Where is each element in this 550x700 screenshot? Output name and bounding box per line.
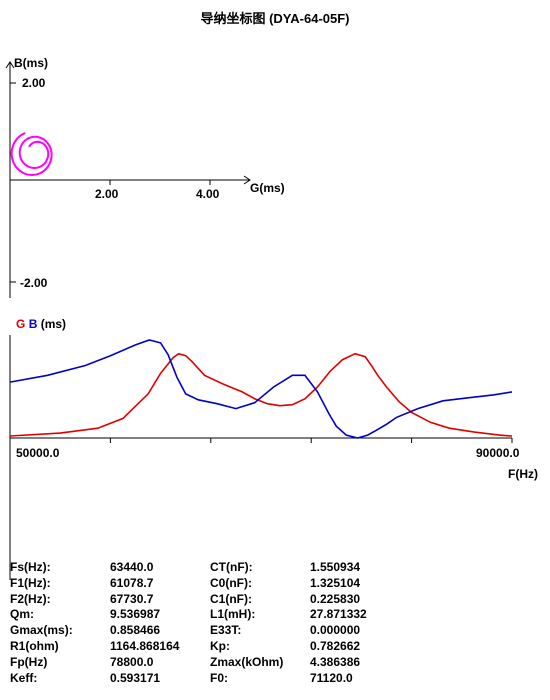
param-value: 71120.0 — [310, 670, 353, 685]
param-label: Gmax(ms): — [10, 623, 73, 638]
freq-x-axis-label: F(Hz) — [508, 467, 538, 481]
x-tick-label-2: 2.00 — [95, 187, 119, 201]
param-label: F2(Hz): — [10, 591, 51, 606]
param-label: Kp: — [210, 638, 230, 653]
admittance-y-arrow — [5, 61, 15, 69]
param-row: F2(Hz): 67730.7 C1(nF): 0.225830 — [10, 592, 420, 608]
param-value: 4.386386 — [310, 654, 361, 669]
frequency-plot — [9, 335, 513, 580]
param-value: 0.858466 — [110, 623, 161, 638]
param-value: 78800.0 — [110, 654, 154, 669]
param-row: Gmax(ms): 0.858466 E33T: 0.000000 — [10, 623, 420, 639]
param-label: R1(ohm) — [10, 638, 59, 653]
param-label: CT(nF): — [210, 560, 253, 574]
param-row: Qm: 9.536987 L1(mH): 27.871332 — [10, 607, 420, 623]
param-row: Fs(Hz): 63440.0 CT(nF): 1.550934 — [10, 560, 420, 576]
param-label: Qm: — [10, 607, 34, 622]
param-label: Fp(Hz) — [10, 654, 48, 669]
admittance-circle-curve — [10, 132, 53, 177]
param-label: F0: — [210, 670, 228, 685]
legend-unit: (ms) — [40, 317, 67, 331]
freq-x-min-label: 50000.0 — [16, 446, 60, 460]
param-row: Fp(Hz) 78800.0 Zmax(kOhm) 4.386386 — [10, 655, 420, 671]
param-value: 1164.868164 — [110, 638, 180, 653]
param-label: C0(nF): — [210, 575, 252, 590]
legend-g: G — [16, 317, 26, 331]
legend-b: B — [28, 317, 38, 331]
param-value: 63440.0 — [110, 560, 154, 574]
freq-tick-marks — [9, 438, 513, 443]
param-value: 27.871332 — [310, 607, 367, 622]
param-label: Keff: — [10, 670, 38, 685]
y-tick-label-pos: 2.00 — [22, 76, 46, 90]
g-series-line — [9, 352, 513, 437]
x-tick-label-4: 4.00 — [196, 187, 220, 201]
parameter-table: Fs(Hz): 63440.0 CT(nF): 1.550934 F1(Hz):… — [10, 560, 420, 686]
param-label: Fs(Hz): — [10, 560, 51, 574]
admittance-y-label: B(ms) — [14, 56, 49, 70]
page-title: 导纳坐标图 (DYA-64-05F) — [200, 11, 350, 26]
freq-x-max-label: 90000.0 — [476, 446, 520, 460]
admittance-x-label: G(ms) — [250, 181, 285, 195]
param-value: 1.325104 — [310, 575, 361, 590]
param-value: 0.000000 — [310, 623, 361, 638]
param-label: F1(Hz): — [10, 575, 51, 590]
param-label: Zmax(kOhm) — [210, 654, 284, 669]
param-label: L1(mH): — [210, 607, 256, 622]
param-label: C1(nF): — [210, 591, 252, 606]
param-row: Keff: 0.593171 F0: 71120.0 — [10, 671, 420, 687]
param-value: 0.225830 — [310, 591, 361, 606]
freq-legend: G B (ms) — [16, 317, 66, 331]
param-value: 9.536987 — [110, 607, 161, 622]
param-value: 0.593171 — [110, 670, 161, 685]
param-row: R1(ohm) 1164.868164 Kp: 0.782662 — [10, 639, 420, 655]
b-series-line — [9, 339, 513, 439]
param-value: 61078.7 — [110, 575, 154, 590]
param-value: 67730.7 — [110, 591, 154, 606]
y-tick-label-neg: -2.00 — [20, 276, 48, 290]
param-label: E33T: — [210, 623, 242, 638]
param-value: 1.550934 — [310, 560, 361, 574]
param-row: F1(Hz): 61078.7 C0(nF): 1.325104 — [10, 576, 420, 592]
admittance-x-arrow — [243, 175, 251, 185]
admittance-plot — [5, 61, 251, 298]
param-value: 0.782662 — [310, 638, 361, 653]
